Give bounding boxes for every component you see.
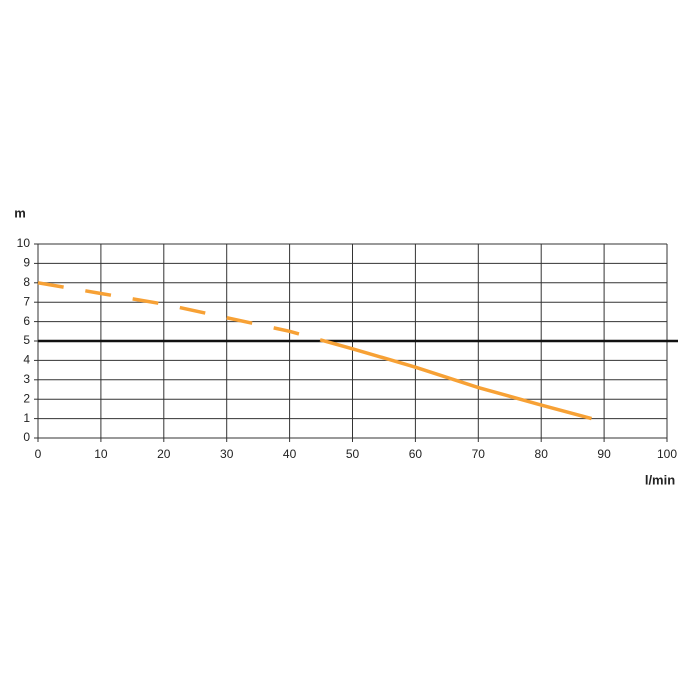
y-tick-label: 4 bbox=[23, 353, 30, 367]
x-tick-label: 70 bbox=[472, 447, 486, 461]
y-tick-label: 3 bbox=[23, 372, 30, 386]
y-tick-label: 0 bbox=[23, 430, 30, 444]
y-tick-label: 7 bbox=[23, 294, 30, 308]
x-tick-label: 30 bbox=[220, 447, 234, 461]
x-tick-label: 60 bbox=[409, 447, 423, 461]
x-tick-label: 50 bbox=[346, 447, 360, 461]
curve bbox=[320, 338, 592, 421]
y-tick-label: 10 bbox=[17, 236, 31, 250]
x-tick-label: 40 bbox=[283, 447, 297, 461]
x-tick-label: 100 bbox=[657, 447, 677, 461]
y-tick-label: 9 bbox=[23, 256, 30, 270]
y-tick-label: 5 bbox=[23, 333, 30, 347]
x-tick-label: 0 bbox=[35, 447, 42, 461]
x-tick-label: 90 bbox=[597, 447, 611, 461]
x-tick-label: 20 bbox=[157, 447, 171, 461]
x-tick-label: 80 bbox=[535, 447, 549, 461]
curve bbox=[37, 281, 322, 342]
y-axis-title: m bbox=[14, 205, 26, 220]
y-tick-label: 2 bbox=[23, 391, 30, 405]
y-tick-label: 6 bbox=[23, 314, 30, 328]
x-tick-label: 10 bbox=[94, 447, 108, 461]
y-tick-label: 1 bbox=[23, 411, 30, 425]
x-axis-title: l/min bbox=[645, 472, 675, 487]
y-tick-label: 8 bbox=[23, 275, 30, 289]
